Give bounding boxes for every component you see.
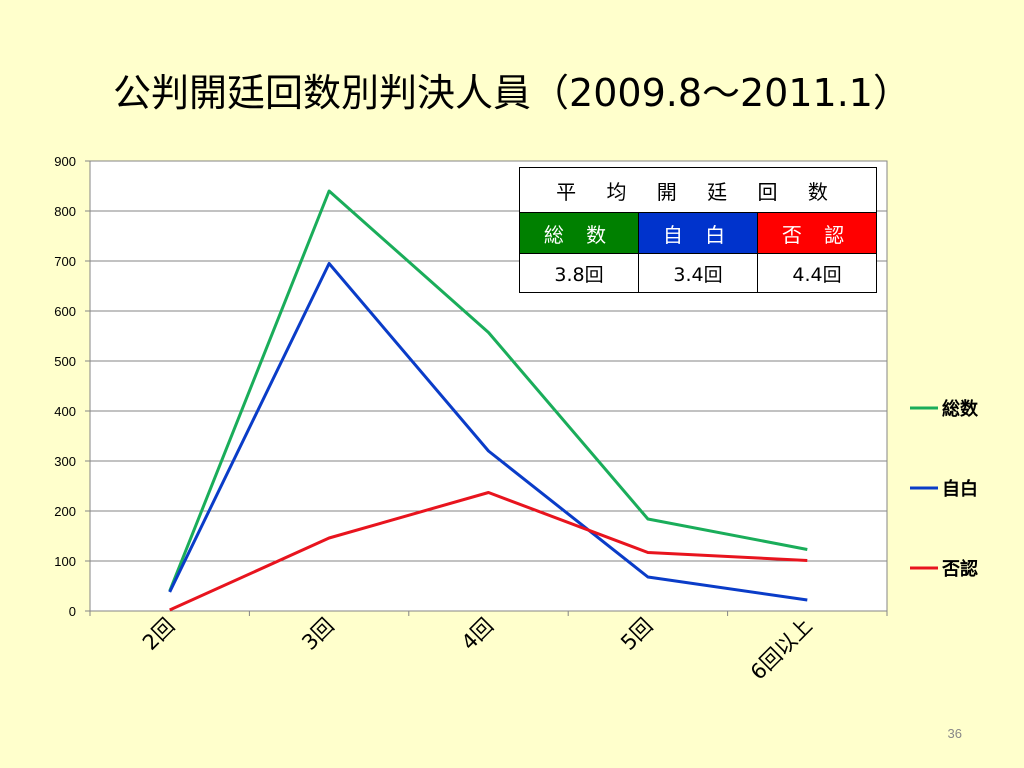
series-line-1 bbox=[168, 189, 808, 592]
table-cat-confession: 自 白 bbox=[638, 212, 758, 254]
table-value-total: 3.8回 bbox=[519, 253, 639, 293]
table-cat-denial: 否 認 bbox=[757, 212, 877, 254]
y-tick-label: 0 bbox=[69, 604, 76, 619]
x-tick-label: 5回 bbox=[616, 614, 657, 655]
table-value-denial: 4.4回 bbox=[757, 253, 877, 293]
x-tick-label: 2回 bbox=[138, 614, 179, 655]
average-sessions-table: 平 均 開 廷 回 数 総 数 自 白 否 認 3.8回 3.4回 4.4回 bbox=[519, 167, 877, 293]
y-tick-label: 600 bbox=[54, 304, 76, 319]
y-tick-label: 700 bbox=[54, 254, 76, 269]
series-line-3 bbox=[169, 491, 808, 612]
y-tick-label: 500 bbox=[54, 354, 76, 369]
legend-label: 否認 bbox=[941, 558, 978, 580]
y-tick-label: 300 bbox=[54, 454, 76, 469]
y-tick-label: 200 bbox=[54, 504, 76, 519]
legend-label: 自白 bbox=[942, 478, 978, 500]
y-tick-label: 900 bbox=[54, 154, 76, 169]
x-tick-label: 3回 bbox=[297, 614, 338, 655]
slide-title: 公判開廷回数別判決人員（2009.8～2011.1） bbox=[113, 71, 911, 115]
table-cat-total: 総 数 bbox=[519, 212, 639, 254]
legend-label: 総数 bbox=[942, 398, 979, 420]
y-tick-label: 100 bbox=[54, 554, 76, 569]
table-value-confession: 3.4回 bbox=[638, 253, 758, 293]
x-tick-label: 6回以上 bbox=[746, 614, 817, 685]
series-line-2 bbox=[168, 262, 808, 602]
y-tick-label: 400 bbox=[54, 404, 76, 419]
y-tick-label: 800 bbox=[54, 204, 76, 219]
page-number: 36 bbox=[947, 726, 962, 741]
table-header: 平 均 開 廷 回 数 bbox=[519, 167, 877, 213]
x-tick-label: 4回 bbox=[457, 614, 498, 655]
